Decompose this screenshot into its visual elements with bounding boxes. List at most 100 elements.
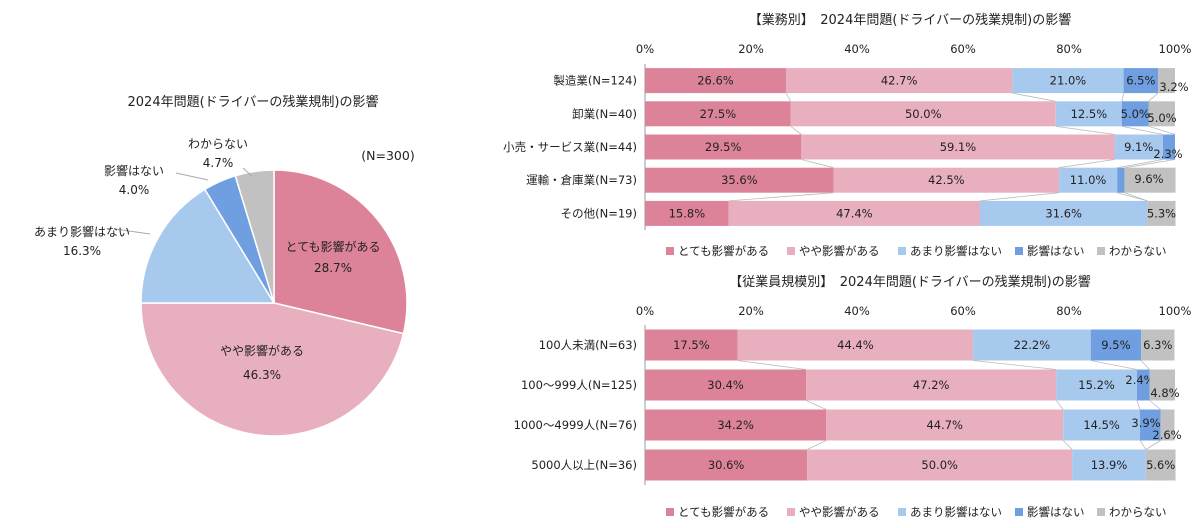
category-label: 5000人以上(N=36): [531, 458, 637, 472]
legend-label: とても影響がある: [678, 505, 769, 519]
series-connector-line: [805, 400, 827, 410]
series-connector-line: [1136, 400, 1141, 410]
bar-segment: [1072, 449, 1146, 481]
bar-segment: [979, 200, 1148, 226]
data-label: 31.6%: [1045, 206, 1082, 220]
industry-chart-title: 【業務別】 2024年問題(ドライバーの残業規制)の影響: [749, 12, 1071, 28]
legend-swatch: [787, 247, 795, 255]
bar-segment: [645, 200, 729, 226]
category-label: 卸業(N=40): [572, 107, 637, 121]
pie-slice-value-somewhat: 46.3%: [243, 368, 281, 382]
data-label: 22.2%: [1014, 338, 1051, 352]
category-label: 運輸・倉庫業(N=73): [526, 173, 637, 187]
bar-segment: [1148, 101, 1175, 127]
legend-swatch: [1097, 508, 1105, 516]
data-label: 17.5%: [673, 338, 710, 352]
bar-segment: [1136, 369, 1150, 401]
pie-title: 2024年問題(ドライバーの残業規制)の影響: [128, 94, 379, 110]
data-label: 9.5%: [1101, 338, 1130, 352]
legend-swatch: [898, 247, 906, 255]
data-label: 11.0%: [1070, 173, 1107, 187]
bar-segment: [1055, 101, 1122, 127]
bar-segment: [801, 134, 1115, 160]
bar-segment: [1063, 409, 1141, 441]
bar-segment: [1140, 409, 1161, 441]
bar-segment: [645, 409, 827, 441]
series-connector-line: [1124, 192, 1148, 202]
pie-slice-value-very: 28.7%: [314, 261, 352, 275]
pie-chart: 2024年問題(ドライバーの残業規制)の影響 (N=300) とても影響がある …: [34, 94, 415, 437]
series-connector-line: [1148, 125, 1176, 135]
data-label: 15.2%: [1078, 378, 1115, 392]
legend-swatch: [666, 508, 674, 516]
bar-segment: [790, 101, 1056, 127]
bar-chart-industry: 【業務別】 2024年問題(ドライバーの残業規制)の影響 0% 20% 40% 60%…: [503, 12, 1191, 258]
data-label: 5.3%: [1147, 206, 1176, 220]
bar-segment: [1160, 409, 1175, 441]
data-label: 30.4%: [707, 378, 744, 392]
bar-segment: [1090, 329, 1142, 361]
leader-line-notmuch: [114, 228, 151, 235]
data-label: 44.4%: [837, 338, 874, 352]
bar-segment: [737, 329, 974, 361]
data-label: 9.6%: [1134, 172, 1163, 186]
bar-segment: [645, 369, 807, 401]
legend-label: あまり影響はない: [910, 505, 1002, 519]
legend-label: わからない: [1109, 244, 1167, 258]
data-label: 12.5%: [1071, 107, 1108, 121]
data-label: 14.5%: [1083, 418, 1120, 432]
x-tick-label: 0%: [636, 304, 654, 318]
series-connector-line: [1090, 360, 1137, 370]
bar-segment: [833, 167, 1059, 193]
bar-segment: [1162, 134, 1175, 160]
bar-segment: [826, 409, 1064, 441]
data-label: 47.4%: [836, 206, 873, 220]
data-label: 59.1%: [940, 140, 977, 154]
bar-segment: [645, 329, 738, 361]
series-connector-line: [1062, 440, 1073, 450]
legend-label: やや影響がある: [799, 244, 880, 258]
industry-legend: とても影響がある やや影響がある あまり影響はない 影響はない わからない: [666, 244, 1167, 258]
category-label: 100～999人(N=125): [521, 378, 637, 392]
bar-segment: [728, 200, 980, 226]
category-label: 100人未満(N=63): [539, 338, 637, 352]
bar-segment: [645, 449, 808, 481]
leader-line-unknown: [242, 167, 253, 177]
series-connector-line: [1121, 125, 1163, 135]
bar-segment: [1145, 449, 1176, 481]
series-connector-line: [790, 125, 802, 135]
legend-label: 影響はない: [1027, 244, 1085, 258]
legend-swatch: [787, 508, 795, 516]
data-label: 5.6%: [1146, 458, 1175, 472]
bar-segment: [1149, 369, 1175, 401]
category-label: 小売・サービス業(N=44): [503, 140, 637, 154]
data-label: 5.0%: [1121, 107, 1150, 121]
bar-segment: [1141, 329, 1175, 361]
data-label: 27.5%: [700, 107, 737, 121]
data-label: 50.0%: [905, 107, 942, 121]
data-label: 30.6%: [708, 458, 745, 472]
data-label: 2.6%: [1152, 428, 1181, 442]
x-tick-label: 40%: [844, 42, 870, 56]
legend-label: あまり影響はない: [910, 244, 1002, 258]
data-label: 13.9%: [1091, 458, 1128, 472]
bar-segment: [807, 449, 1073, 481]
pie-slice-label-somewhat: やや影響がある: [220, 343, 304, 358]
x-tick-label: 60%: [950, 42, 976, 56]
legend-label: わからない: [1109, 505, 1167, 519]
bar-segment: [1114, 134, 1163, 160]
data-label: 44.7%: [926, 418, 963, 432]
pie-slice-notmuch: [140, 188, 276, 304]
series-connector-line: [1124, 159, 1176, 169]
data-label: 21.0%: [1050, 74, 1087, 88]
series-connector-line: [737, 360, 807, 370]
x-tick-label: 20%: [738, 42, 764, 56]
bar-chart-company-size: 【従業員規模別】 2024年問題(ドライバーの残業規制)の影響 0% 20% 40%…: [514, 274, 1192, 519]
bar-segment: [1123, 68, 1159, 94]
data-label: 29.5%: [705, 140, 742, 154]
size-legend: とても影響がある やや影響がある あまり影響はない 影響はない わからない: [666, 505, 1167, 519]
pie-slice-label-unknown: わからない: [188, 137, 248, 151]
pie-slice-label-notmuch: あまり影響はない: [34, 224, 130, 239]
